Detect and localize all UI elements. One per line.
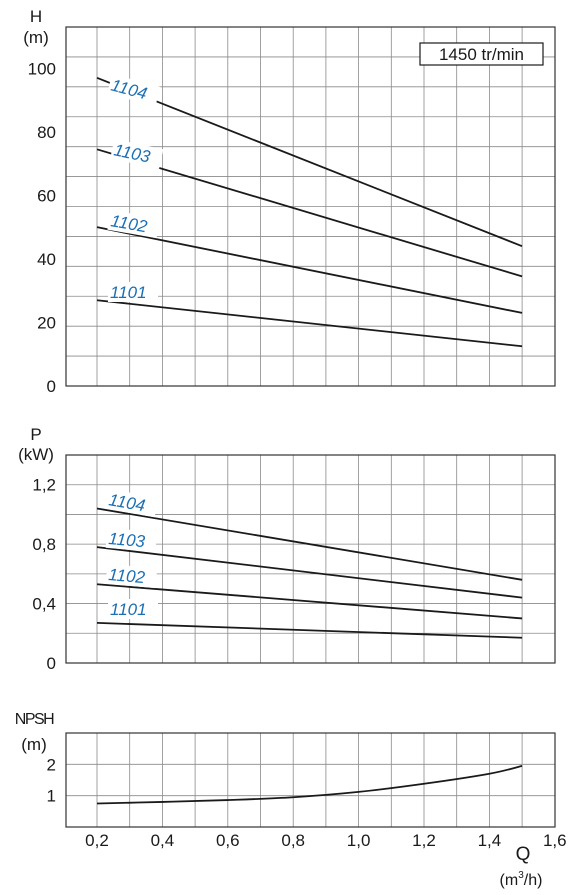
- power-curve-1102: [96, 583, 523, 620]
- power-curve-1103: [96, 546, 523, 599]
- curve-label-bg: [105, 527, 158, 553]
- text-layer: H (m) P (kW) NPSH (m) 1450 tr/min Q (m3/…: [15, 7, 544, 889]
- power-panel-frame: [65, 454, 556, 664]
- x-tick-label: 1,4: [478, 831, 502, 850]
- x-unit-prefix: (m: [500, 872, 519, 889]
- head-curve-label-1103: 1103: [112, 140, 152, 166]
- curves-layer: [96, 76, 523, 805]
- npsh-axis-unit: (m): [21, 735, 46, 754]
- npsh-curve-npsh: [96, 765, 523, 805]
- head-y-tick-label: 0: [47, 377, 56, 396]
- head-y-tick-label: 100: [28, 59, 56, 78]
- power-axis-unit: (kW): [18, 445, 54, 464]
- x-tick-label: 0,8: [281, 831, 305, 850]
- power-curve-label-1102: 1102: [108, 565, 147, 587]
- head-curve-1101: [96, 299, 523, 348]
- head-curve-1104: [96, 76, 523, 248]
- power-curve-label-1101: 1101: [110, 600, 147, 619]
- tick-labels-layer: 0 20 40 60 80 100 0 0,4 0,8 1,2 1 2 0,2 0,4 0,6 0,8 1,0 1…: [28, 59, 567, 850]
- head-curve-label-1102: 1102: [109, 211, 149, 236]
- x-tick-label: 0,4: [151, 831, 175, 850]
- curve-label-bg: [107, 74, 161, 107]
- power-curve-label-1103: 1103: [108, 529, 147, 551]
- curve-label-bg: [107, 209, 161, 239]
- power-curve-1101: [96, 621, 523, 639]
- speed-box: [419, 42, 544, 66]
- grid-layer: [66, 27, 555, 827]
- frame-layer: [65, 26, 556, 828]
- power-y-tick-label: 0,8: [32, 535, 56, 554]
- head-y-tick-label: 80: [37, 123, 56, 142]
- head-axis-unit: (m): [23, 28, 48, 47]
- x-unit-suffix: /h): [524, 872, 543, 889]
- head-y-tick-label: 60: [37, 186, 56, 205]
- curve-label-bg: [108, 599, 158, 619]
- npsh-y-tick-label: 2: [47, 755, 56, 774]
- head-curve-1102: [96, 226, 523, 314]
- head-axis-symbol: H: [30, 7, 42, 26]
- curve-label-bg: [105, 563, 158, 589]
- power-y-tick-label: 0,4: [32, 595, 56, 614]
- power-y-tick-label: 0: [47, 654, 56, 673]
- x-tick-label: 0,2: [85, 831, 109, 850]
- x-tick-label: 1,6: [543, 831, 567, 850]
- power-curve-1104: [96, 507, 523, 581]
- head-y-tick-label: 40: [37, 250, 56, 269]
- npsh-axis-symbol: NPSH: [15, 711, 54, 728]
- power-y-tick-label: 1,2: [32, 476, 56, 495]
- npsh-panel-frame: [65, 732, 556, 828]
- head-curve-1103: [96, 148, 523, 278]
- head-curve-label-1101: 1101: [110, 283, 147, 302]
- x-axis-unit: (m3/h): [500, 870, 543, 889]
- head-y-tick-label: 20: [37, 313, 56, 332]
- curve-label-bg: [110, 138, 164, 169]
- curve-label-bg: [105, 488, 159, 518]
- npsh-y-tick-label: 1: [47, 787, 56, 806]
- x-tick-label: 1,2: [412, 831, 436, 850]
- head-curve-label-1104: 1104: [109, 76, 149, 104]
- power-axis-symbol: P: [30, 425, 41, 444]
- x-tick-label: 1,0: [347, 831, 371, 850]
- curve-label-bg: [108, 282, 158, 302]
- x-tick-label: 0,6: [216, 831, 240, 850]
- x-axis-symbol: Q: [516, 844, 531, 865]
- head-panel-frame: [65, 26, 556, 387]
- speed-label: 1450 tr/min: [439, 45, 524, 64]
- x-unit-sup: 3: [518, 870, 524, 881]
